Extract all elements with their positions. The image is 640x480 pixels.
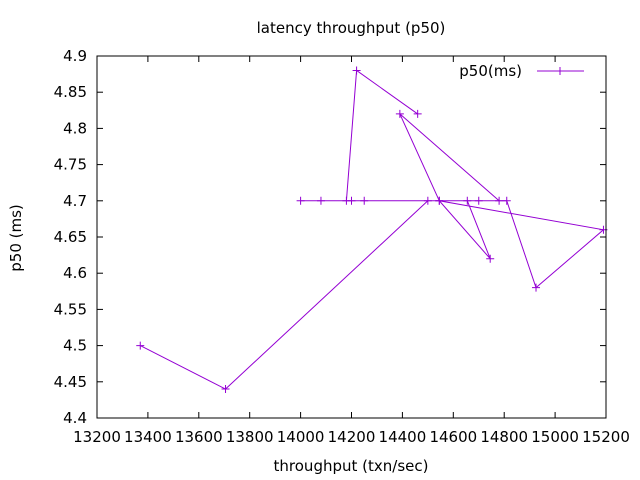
data-point (532, 283, 541, 292)
plot-frame (96, 55, 607, 419)
x-tick-label: 13200 (73, 428, 121, 446)
y-tick-label: 4.75 (54, 156, 87, 174)
y-tick-label: 4.5 (63, 337, 87, 355)
data-point (463, 196, 472, 205)
data-point (342, 196, 351, 205)
x-tick-label: 14200 (328, 428, 376, 446)
y-tick-label: 4.6 (63, 264, 87, 282)
chart-title: latency throughput (p50) (257, 19, 446, 37)
x-tick-label: 13800 (226, 428, 274, 446)
y-tick-label: 4.85 (54, 83, 87, 101)
data-point (413, 109, 422, 118)
data-point (435, 196, 444, 205)
data-point (423, 196, 432, 205)
data-point (316, 196, 325, 205)
ticks-layer: 13200 13400 13600 13800 14000 14200 14400 14600… (54, 47, 630, 446)
y-tick-label: 4.55 (54, 300, 87, 318)
x-tick-label: 15200 (582, 428, 630, 446)
data-point (221, 385, 230, 394)
y-tick-label: 4.7 (63, 192, 87, 210)
legend-marker (556, 67, 564, 75)
y-tick-label: 4.4 (63, 409, 87, 427)
y-tick-label: 4.8 (63, 119, 87, 137)
y-tick-label: 4.45 (54, 373, 87, 391)
series-layer (136, 66, 608, 394)
data-point (296, 196, 305, 205)
x-tick-label: 15000 (531, 428, 579, 446)
data-point (136, 341, 145, 350)
data-point (360, 196, 369, 205)
y-axis-label: p50 (ms) (7, 204, 25, 272)
legend: p50(ms) (459, 62, 584, 80)
data-point (502, 196, 511, 205)
x-axis-label: throughput (txn/sec) (274, 457, 429, 475)
legend-label: p50(ms) (459, 62, 522, 80)
data-point (486, 254, 495, 263)
series-line (140, 69, 605, 390)
data-point (474, 196, 483, 205)
y-tick-label: 4.9 (63, 47, 87, 65)
data-point (495, 196, 504, 205)
x-tick-label: 14400 (379, 428, 427, 446)
x-tick-label: 13400 (124, 428, 172, 446)
data-point (352, 66, 361, 75)
x-tick-label: 14600 (429, 428, 477, 446)
x-tick-label: 13600 (175, 428, 223, 446)
data-point (395, 109, 404, 118)
y-tick-label: 4.65 (54, 228, 87, 246)
x-tick-label: 14000 (277, 428, 325, 446)
x-tick-label: 14800 (480, 428, 528, 446)
